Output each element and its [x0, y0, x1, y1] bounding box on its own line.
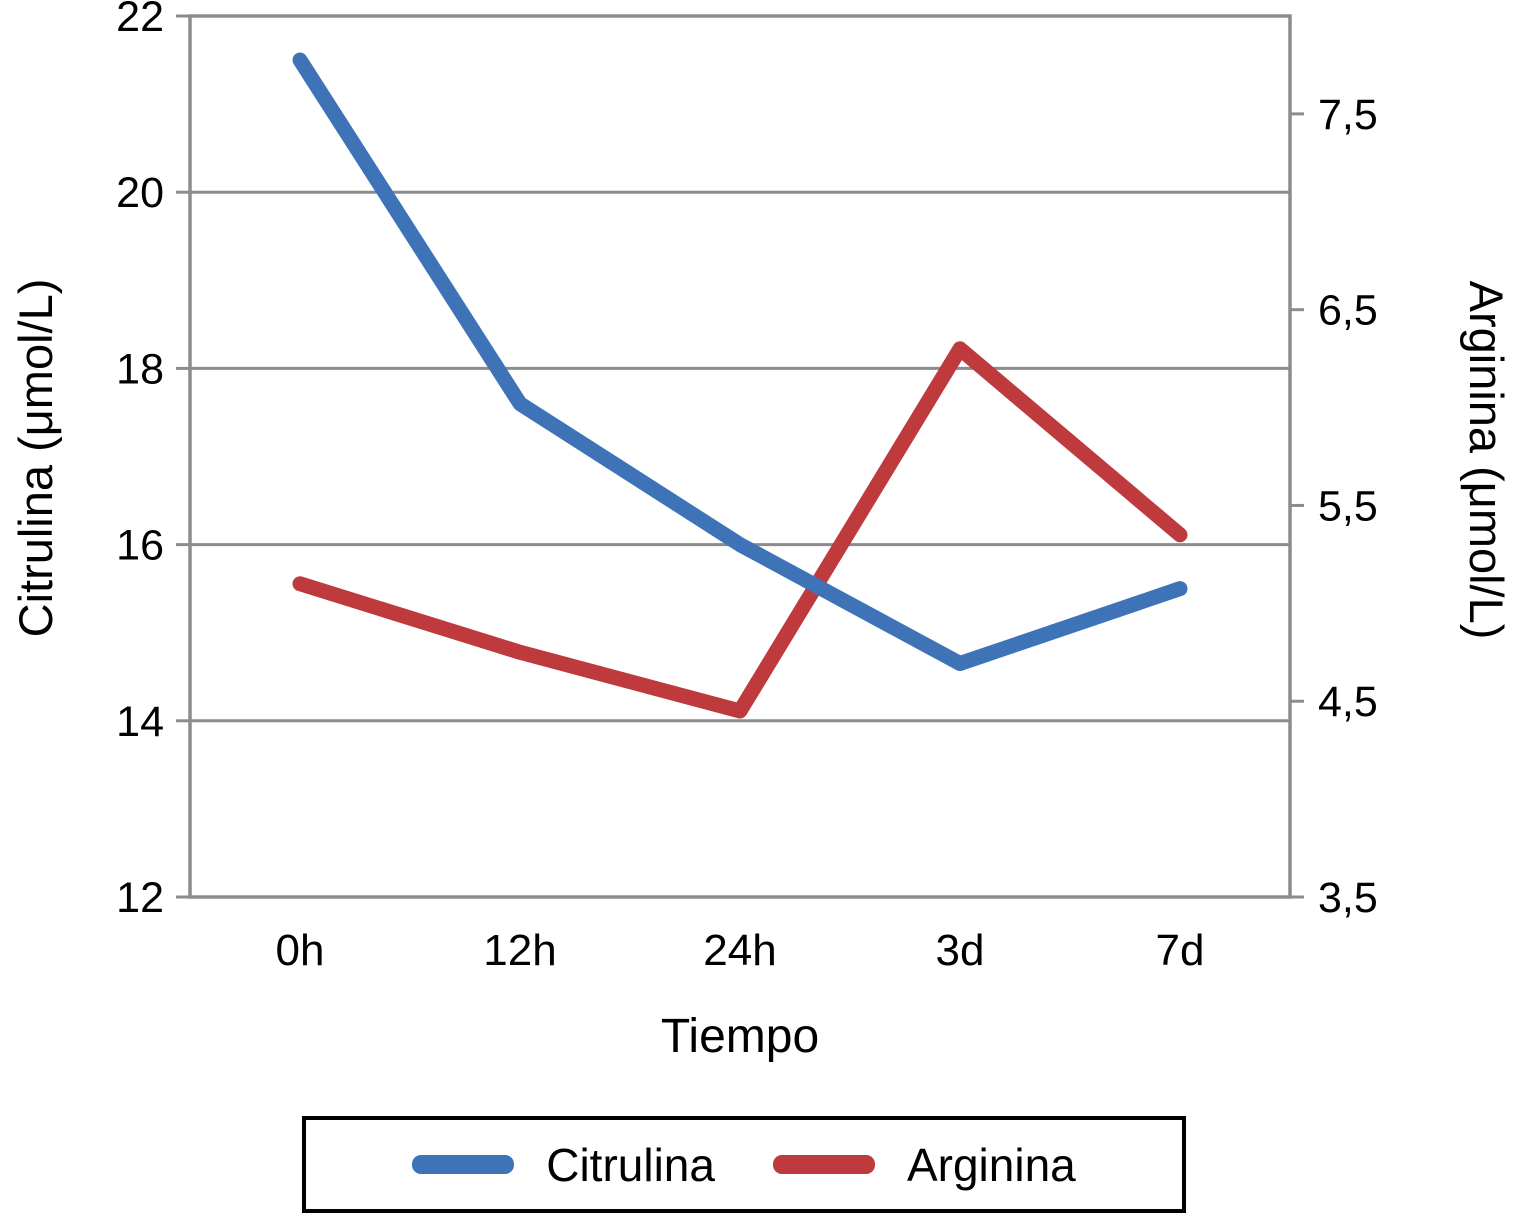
left-axis-tick-label: 16 [116, 522, 164, 570]
x-category-label: 3d [936, 926, 985, 975]
citrulina-swatch [412, 1155, 515, 1174]
right-axis-tick-label: 3,5 [1318, 874, 1378, 922]
series-line-arginina [292, 341, 1188, 719]
arginina-swatch [772, 1155, 875, 1174]
plot-border [188, 14, 1292, 899]
x-category-label: 12h [483, 926, 556, 975]
legend-label-arginina: Arginina [906, 1138, 1076, 1191]
left-axis-tick-label: 14 [116, 698, 164, 746]
left-axis-title: Citrulina (μmol/L) [9, 279, 62, 638]
right-axis-tick-label: 7,5 [1318, 91, 1378, 139]
legend-label-citrulina: Citrulina [546, 1138, 715, 1191]
series-line-citrulina [292, 52, 1188, 672]
x-axis-title: Tiempo [661, 1010, 819, 1063]
x-category-label: 24h [703, 926, 776, 975]
right-axis-title: Arginina (μmol/L) [1460, 281, 1513, 640]
left-axis-tick-label: 22 [116, 0, 164, 41]
legend: Citrulina Arginina [302, 1116, 1186, 1213]
left-axis-tick-label: 12 [116, 874, 164, 922]
left-axis-tick-label: 18 [116, 345, 164, 393]
x-category-label: 7d [1156, 926, 1205, 975]
legend-item-arginina: Arginina [772, 1138, 1076, 1191]
right-axis-tick-label: 5,5 [1318, 482, 1378, 530]
legend-item-citrulina: Citrulina [412, 1142, 715, 1188]
right-axis-tick-label: 6,5 [1318, 287, 1378, 335]
right-axis-tick-label: 4,5 [1318, 678, 1378, 726]
x-category-label: 0h [276, 926, 325, 975]
left-axis-tick-label: 20 [116, 169, 164, 217]
